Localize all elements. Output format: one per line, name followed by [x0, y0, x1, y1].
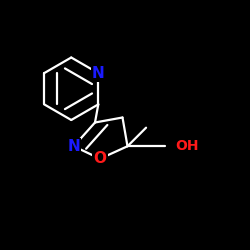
Text: N: N [68, 139, 80, 154]
Text: OH: OH [175, 139, 199, 153]
Text: N: N [92, 66, 105, 80]
Text: O: O [94, 151, 106, 166]
